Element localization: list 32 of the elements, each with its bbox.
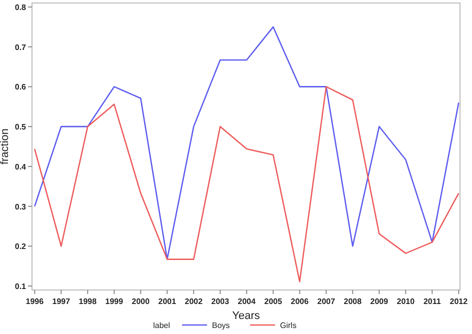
x-tick-label: 2007 [317, 297, 336, 306]
x-tick-label: 2006 [290, 297, 310, 306]
y-axis-title: fraction [0, 128, 11, 165]
legend-label: Boys [212, 321, 230, 330]
x-tick-label: 2003 [211, 297, 230, 306]
x-tick-label: 1996 [26, 297, 44, 306]
line-series [34, 86, 460, 282]
y-tick-label: 0.5 [14, 122, 27, 132]
x-tick-label: 2011 [423, 297, 442, 306]
y-tick-label: 0.1 [14, 282, 27, 292]
y-tick-label: 0.2 [14, 242, 27, 252]
x-tick-label: 2005 [264, 297, 283, 306]
x-tick-label: 2002 [184, 297, 204, 306]
line-series [34, 26, 460, 260]
x-tick-label: 2009 [370, 297, 389, 306]
y-tick-label: 0.6 [14, 82, 27, 92]
legend-title: label [153, 321, 170, 330]
x-tick-label: 2000 [132, 297, 150, 306]
x-tick-label: 2004 [238, 297, 256, 306]
x-tick-label: 2008 [344, 297, 362, 306]
x-tick-label: 2012 [450, 297, 468, 306]
legend-label: Girls [280, 321, 296, 330]
x-axis-title: Years [232, 310, 260, 322]
y-tick-label: 0.4 [14, 162, 27, 172]
x-tick-label: 1998 [78, 297, 98, 306]
y-tick-label: 0.8 [14, 2, 27, 12]
y-tick-label: 0.3 [14, 202, 27, 212]
x-tick-label: 2010 [396, 297, 416, 306]
x-tick-label: 1999 [105, 297, 124, 306]
y-tick-label: 0.7 [14, 42, 27, 52]
x-tick-label: 2001 [158, 297, 177, 306]
x-tick-label: 1997 [52, 297, 71, 306]
